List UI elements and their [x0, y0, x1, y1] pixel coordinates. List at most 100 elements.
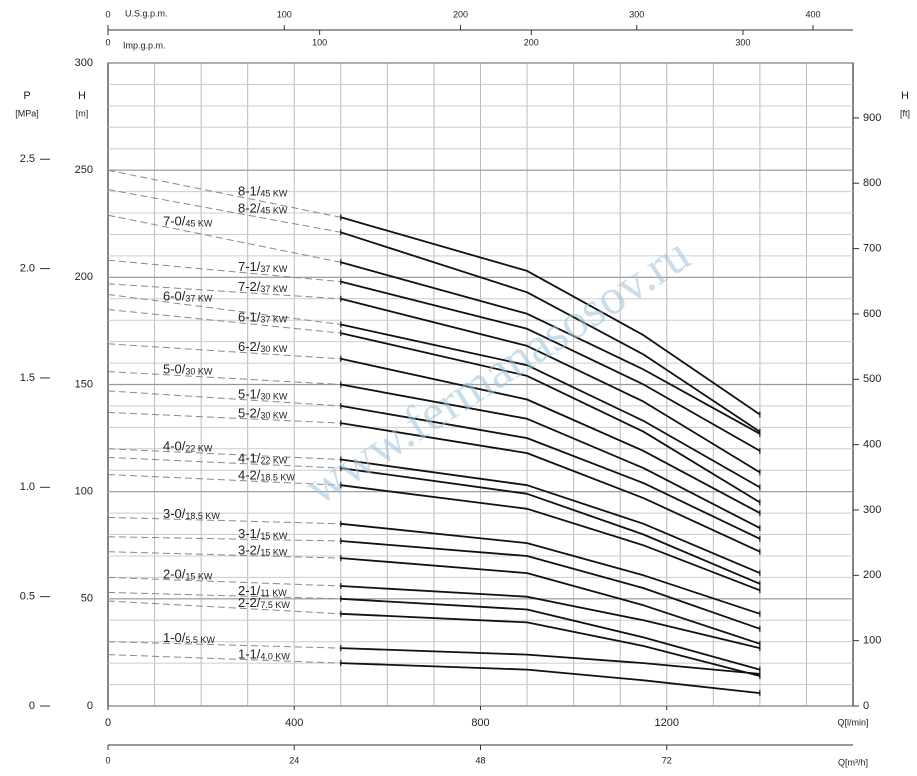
curve-power: 45 KW — [260, 189, 288, 199]
shutoff-dash — [107, 456, 341, 469]
ft-axis-title: H — [901, 90, 909, 102]
curve-power: 22 KW — [185, 444, 213, 454]
curve-name: 2-1/ — [238, 583, 261, 598]
shutoff-dash — [107, 309, 341, 334]
curve-power: 30 KW — [260, 345, 288, 355]
pump-curve — [340, 612, 761, 677]
curve-name: 4-1/ — [238, 451, 261, 466]
pump-curve — [340, 484, 761, 592]
p-tick-label: 1.5 — [20, 372, 35, 384]
shutoff-dash — [107, 390, 341, 407]
curve-label: 7-1/37 KW — [238, 260, 288, 275]
usgpm_axis-tick-label: 300 — [629, 9, 644, 19]
curve-name: 2-2/ — [238, 596, 261, 611]
ft-tick-label: 100 — [863, 635, 881, 647]
y-tick-label: 0 — [87, 700, 93, 712]
p-tick-label: 1.0 — [20, 481, 35, 493]
curve-name: 1-0/ — [163, 631, 186, 646]
curve-label: 2-1/11 KW — [238, 583, 287, 598]
p-axis-unit: [MPa] — [15, 108, 39, 118]
curve-label: 3-1/15 KW — [238, 527, 288, 542]
shutoff-dash — [107, 294, 341, 325]
shutoff-dash — [107, 214, 341, 263]
pump-curve — [340, 647, 760, 675]
impgpm_axis-tick-label: 100 — [312, 37, 327, 47]
curve-name: 1-1/ — [238, 647, 261, 662]
curve-power: 37 KW — [260, 285, 288, 295]
curve-name: 2-0/ — [163, 567, 186, 582]
curve-power: 15 KW — [260, 531, 288, 541]
curve-name: 3-2/ — [238, 543, 261, 558]
curve-power: 4.0 KW — [260, 652, 290, 662]
curve-label: 4-2/18.5 KW — [238, 468, 295, 483]
pump-curve — [340, 405, 761, 540]
curve-power: 22 KW — [260, 456, 288, 466]
p-tick-label: 2.5 — [20, 153, 35, 165]
pump-curve — [340, 323, 761, 489]
pump-curve — [340, 458, 761, 574]
shutoff-dash — [107, 169, 341, 218]
pump-curve — [340, 557, 761, 645]
curve-power: 37 KW — [260, 265, 288, 275]
x-tick-label: 0 — [105, 717, 111, 729]
curve-power: 18.5 KW — [185, 511, 220, 521]
ft-tick-label: 300 — [863, 504, 881, 516]
curve-power: 15 KW — [185, 572, 213, 582]
curve-name: 8-2/ — [238, 201, 261, 216]
curve-name: 7-1/ — [238, 260, 261, 275]
pump-curve — [340, 280, 761, 452]
pump-curve — [340, 422, 761, 553]
curve-power: 18.5 KW — [260, 473, 295, 483]
m3h_axis-tick-label: 48 — [475, 755, 485, 765]
curve-label: 5-2/30 KW — [238, 406, 288, 421]
shutoff-dash — [107, 600, 341, 615]
pump-curve — [340, 297, 761, 474]
shutoff-dash — [107, 591, 341, 600]
usgpm_axis-tick-label: 0 — [105, 9, 110, 19]
curve-name: 6-2/ — [238, 340, 261, 355]
ft-tick-label: 200 — [863, 569, 881, 581]
curve-label: 6-1/37 KW — [238, 310, 288, 325]
pump-curve — [340, 467, 761, 585]
curve-power: 30 KW — [185, 367, 213, 377]
curve-name: 6-0/ — [163, 289, 186, 304]
pump-curve — [340, 540, 761, 630]
shutoff-dash — [107, 516, 341, 525]
pump-curve — [340, 216, 761, 416]
curve-name: 6-1/ — [238, 310, 261, 325]
curve-label: 2-2/7.5 KW — [238, 596, 290, 611]
shutoff-dash — [107, 371, 341, 385]
curve-label: 6-0/37 KW — [163, 289, 213, 304]
usgpm_axis-tick-label: 400 — [805, 9, 820, 19]
pump-curve — [340, 383, 761, 529]
impgpm_axis-title: Imp.g.p.m. — [123, 40, 166, 50]
curve-label: 5-1/30 KW — [238, 387, 288, 402]
curve-label: 3-0/18.5 KW — [163, 506, 220, 521]
pump-curve — [340, 585, 761, 649]
curve-power: 5.5 KW — [185, 636, 215, 646]
pump-curve — [340, 662, 760, 694]
shutoff-dash — [107, 474, 341, 486]
curve-name: 5-1/ — [238, 387, 261, 402]
pump-curve — [340, 522, 761, 615]
shutoff-dash — [107, 641, 341, 649]
shutoff-dash — [107, 536, 341, 542]
ft-tick-label: 600 — [863, 308, 881, 320]
curve-name: 8-1/ — [238, 184, 261, 199]
p-tick-label: 0 — [29, 700, 35, 712]
shutoff-dash — [107, 551, 341, 559]
curve-label: 6-2/30 KW — [238, 340, 288, 355]
pump-curve — [340, 332, 761, 504]
y-tick-label: 250 — [75, 164, 93, 176]
pump-curve — [340, 597, 761, 671]
y-tick-label: 300 — [75, 57, 93, 69]
curve-label: 7-0/45 KW — [163, 214, 213, 229]
ft-tick-label: 800 — [863, 177, 881, 189]
curve-power: 15 KW — [260, 548, 288, 558]
m3h_axis-title: Q[m³/h] — [838, 757, 868, 767]
x-tick-label: 800 — [471, 717, 489, 729]
curve-name: 5-0/ — [163, 362, 186, 377]
x-tick-label: 400 — [285, 717, 303, 729]
ft-axis-unit: [ft] — [900, 108, 910, 118]
curve-name: 7-2/ — [238, 280, 261, 295]
